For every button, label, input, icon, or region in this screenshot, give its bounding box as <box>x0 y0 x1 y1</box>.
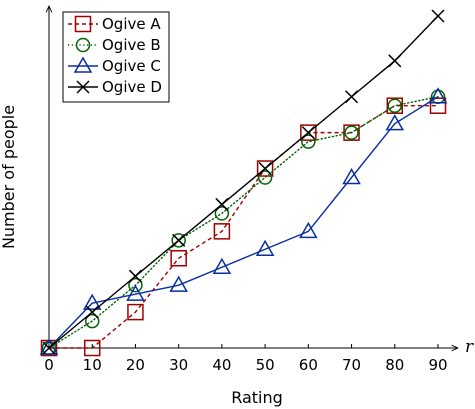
x-axis-end-label: r <box>465 337 474 357</box>
x-tick-label: 80 <box>385 356 404 374</box>
data-point <box>256 160 274 177</box>
data-point <box>128 277 143 293</box>
data-point <box>39 338 59 355</box>
data-point <box>215 197 229 211</box>
legend-label: Ogive B <box>102 36 161 54</box>
x-tick-label: 40 <box>212 356 231 374</box>
data-point <box>172 233 186 247</box>
data-point <box>342 167 361 185</box>
data-point <box>82 293 102 310</box>
data-point <box>255 239 275 257</box>
data-point <box>345 90 359 104</box>
data-point <box>431 9 445 23</box>
data-point <box>386 97 404 114</box>
legend-item: Ogive A <box>68 15 161 33</box>
legend-label: Ogive A <box>102 15 161 33</box>
series-line-ogive-d <box>48 15 439 349</box>
legend-marker <box>74 15 92 33</box>
legend-marker <box>75 37 91 53</box>
x-tick-label: 50 <box>256 356 275 374</box>
x-tick-label: 90 <box>428 356 447 374</box>
x-tick-label: 60 <box>299 356 318 374</box>
data-point <box>299 221 318 239</box>
data-point <box>258 161 272 176</box>
data-point <box>212 257 232 274</box>
legend-item: Ogive D <box>68 78 162 96</box>
data-point <box>387 98 403 113</box>
data-point <box>257 170 273 185</box>
x-axis-title: Rating <box>231 388 283 407</box>
data-point <box>170 250 187 267</box>
legend: Ogive A Ogive B Ogive C Ogive D <box>62 11 170 103</box>
data-point <box>169 275 188 292</box>
x-tick-label: 20 <box>126 356 145 374</box>
x-tick-label: 10 <box>83 356 102 374</box>
legend-label: Ogive C <box>102 57 161 75</box>
data-point <box>42 341 56 355</box>
series-ogive-b <box>41 89 446 356</box>
data-point <box>127 303 144 321</box>
series-ogive-d <box>42 9 445 355</box>
series-line-ogive-b <box>48 96 439 349</box>
legend-item: Ogive B <box>68 36 161 54</box>
data-point <box>84 313 100 329</box>
data-point <box>128 269 142 283</box>
data-point <box>301 134 316 149</box>
data-point <box>171 233 186 248</box>
data-point <box>126 284 145 301</box>
data-point <box>428 87 448 104</box>
y-axis-title: Number of people <box>0 105 18 249</box>
data-point <box>83 339 101 357</box>
data-point <box>385 114 405 131</box>
data-point <box>429 97 447 114</box>
data-point <box>214 206 230 221</box>
legend-marker <box>73 56 93 73</box>
legend-item: Ogive C <box>68 56 161 75</box>
data-point <box>300 124 317 141</box>
data-point <box>388 54 402 68</box>
series-layer <box>39 9 448 357</box>
data-point <box>213 223 231 240</box>
data-point <box>343 124 360 141</box>
series-ogive-c <box>39 87 448 355</box>
data-point <box>301 126 315 140</box>
x-ticks: 0 10 20 30 40 50 60 70 80 90 <box>44 344 448 374</box>
legend-marker <box>76 80 90 94</box>
x-tick-label: 30 <box>169 356 188 374</box>
data-point <box>85 305 99 319</box>
series-line-ogive-c <box>48 96 439 349</box>
data-point <box>344 125 359 140</box>
x-tick-label: 0 <box>44 356 54 374</box>
legend-label: Ogive D <box>102 78 162 96</box>
x-tick-label: 70 <box>342 356 361 374</box>
